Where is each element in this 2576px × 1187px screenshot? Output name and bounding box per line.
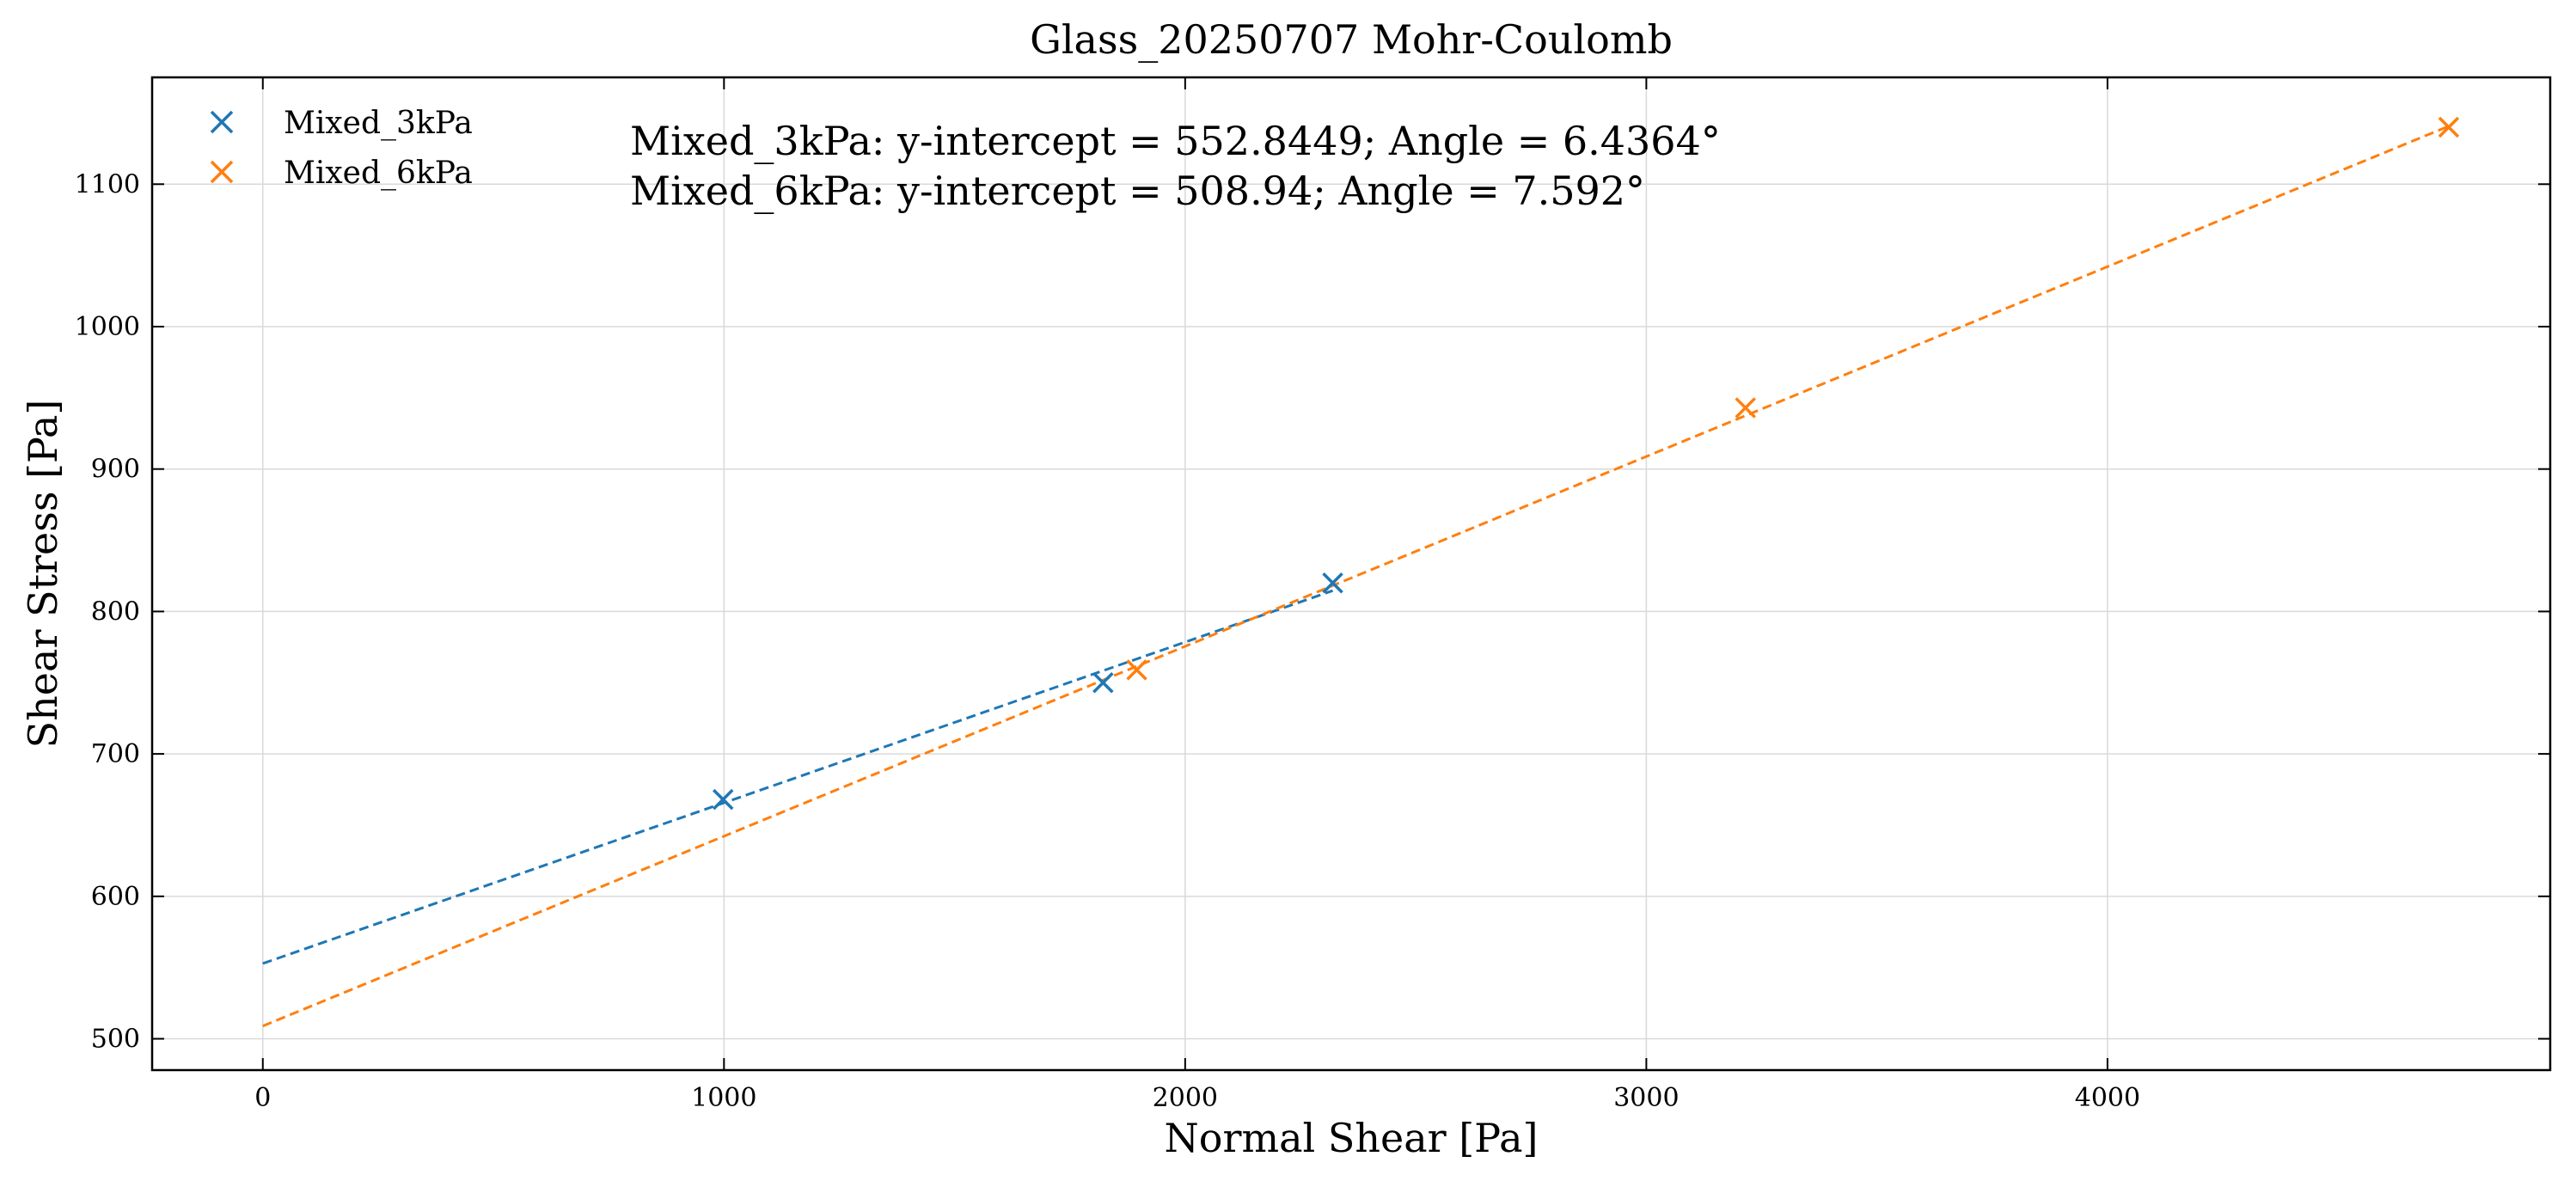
x-tick-label: 4000: [2075, 1083, 2140, 1113]
fit-line-mixed-6kpa: [262, 125, 2450, 1028]
fit-annotation-mixed-6kpa: Mixed_6kPa: y-intercept = 508.94; Angle …: [630, 168, 1645, 214]
x-tick-label: 0: [254, 1083, 271, 1113]
data-point-mixed-6kpa: [1735, 397, 1756, 419]
fit-annotation-mixed-3kpa: Mixed_3kPa: y-intercept = 552.8449; Angl…: [630, 118, 1721, 164]
y-tick-label: 500: [91, 1025, 140, 1055]
legend-x-marker: [210, 160, 234, 184]
y-tick-label: 900: [91, 455, 140, 485]
legend-label-mixed-6kpa: Mixed_6kPa: [284, 156, 473, 191]
x-tick-label: 3000: [1613, 1083, 1679, 1113]
legend-marker-mixed-6kpa: [210, 160, 234, 184]
y-tick-label: 800: [91, 597, 140, 627]
y-tick-label: 600: [91, 882, 140, 912]
fit-line-mixed-3kpa: [262, 589, 1334, 965]
marker-stroke: [712, 788, 734, 811]
y-tick-label: 700: [91, 739, 140, 769]
marker-stroke: [210, 160, 234, 184]
y-tick-label: 1000: [75, 312, 140, 342]
data-point-mixed-6kpa: [1126, 659, 1147, 681]
fit-lines: [262, 125, 2450, 1028]
x-axis-label: Normal Shear [Pa]: [1165, 1115, 1539, 1161]
legend-x-marker: [210, 110, 234, 134]
y-axis-label: Shear Stress [Pa]: [20, 400, 66, 749]
plot-frame: [150, 76, 2552, 1072]
legend: Mixed_3kPa Mixed_6kPa: [210, 106, 473, 191]
data-point-mixed-3kpa: [712, 788, 734, 811]
data-points: [712, 116, 2460, 811]
x-tick-label: 1000: [691, 1083, 756, 1113]
data-point-mixed-3kpa: [1092, 672, 1114, 694]
legend-label-mixed-3kpa: Mixed_3kPa: [284, 106, 473, 141]
grid-layer: [152, 77, 2550, 1070]
legend-marker-mixed-3kpa: [210, 110, 234, 134]
x-tick-label: 2000: [1153, 1083, 1218, 1113]
marker-stroke: [1092, 672, 1114, 694]
marker-stroke: [1735, 397, 1756, 419]
marker-stroke: [1126, 659, 1147, 681]
y-tick-label: 1100: [75, 169, 140, 199]
data-point-mixed-3kpa: [1322, 572, 1343, 594]
marker-stroke: [210, 110, 234, 134]
data-point-mixed-6kpa: [2438, 116, 2460, 138]
axis-ticks: 0 1000 2000 3000 4000 500 600 700 800 900 1000 1100: [75, 77, 2550, 1113]
marker-stroke: [2438, 116, 2460, 138]
chart-title: Glass_20250707 Mohr-Coulomb: [1030, 16, 1673, 63]
marker-stroke: [1322, 572, 1343, 594]
